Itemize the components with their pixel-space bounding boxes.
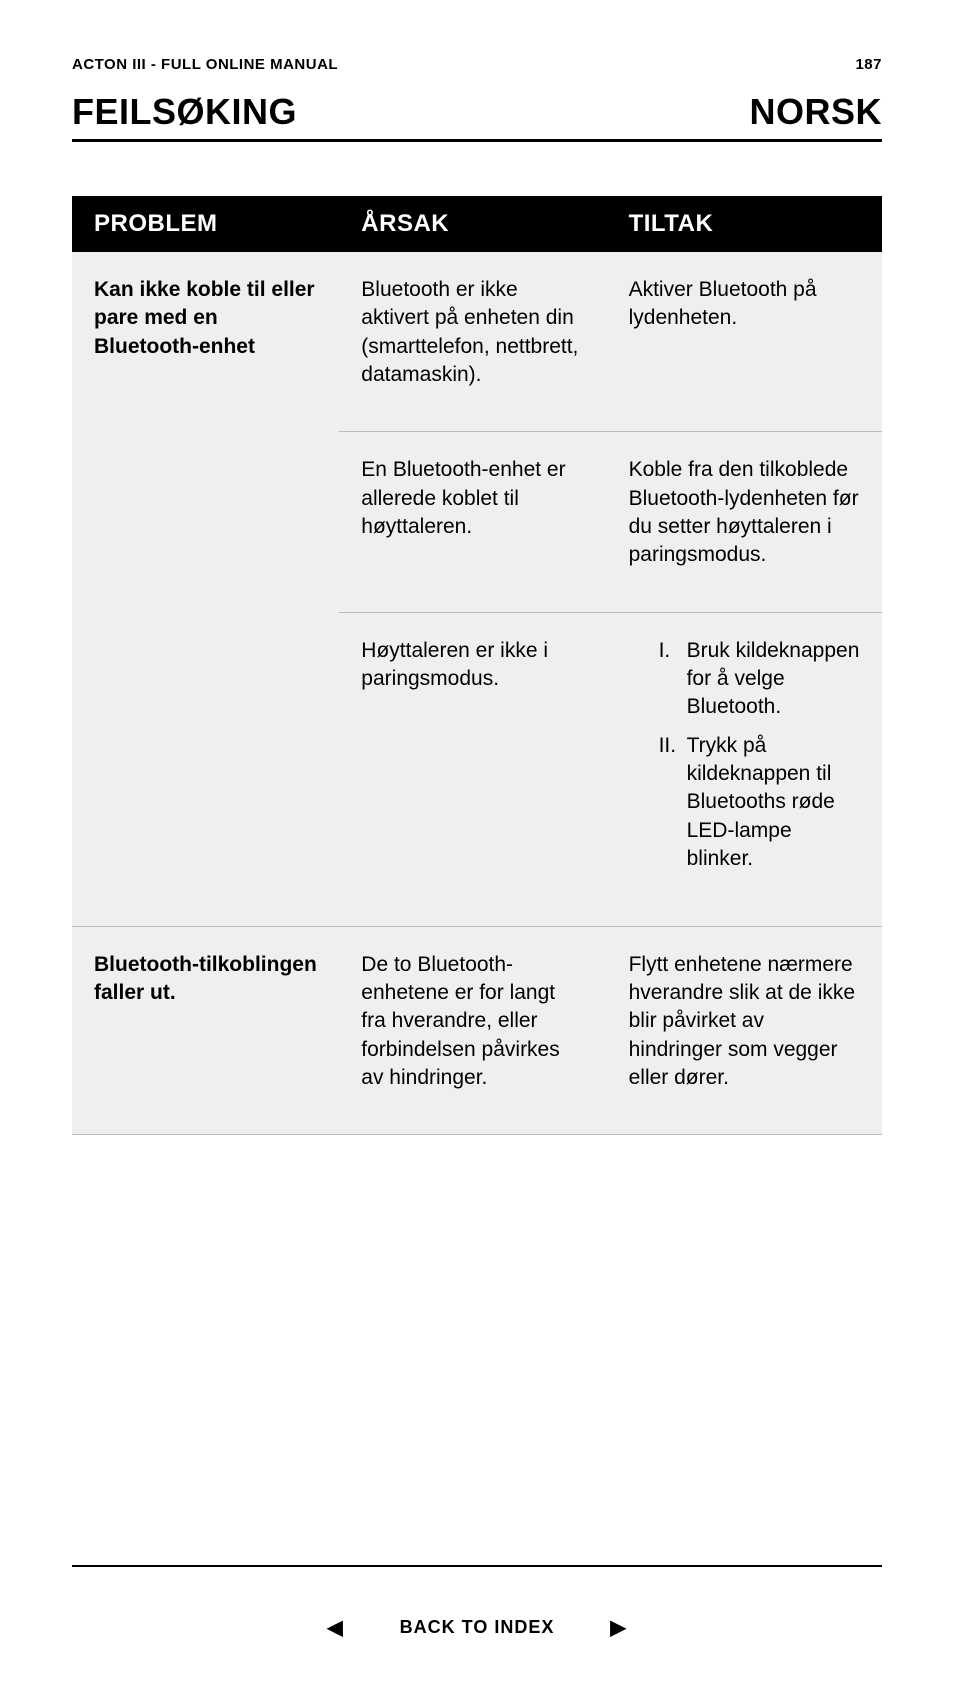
action-cell: Aktiver Bluetooth på lydenheten.: [607, 252, 882, 432]
action-cell: I. Bruk kildeknappen for å velge Bluetoo…: [607, 612, 882, 926]
list-numeral: I.: [659, 637, 687, 722]
list-item-text: Trykk på kildeknappen til Bluetooths rød…: [687, 732, 860, 874]
list-item-text: Bruk kildeknappen for å velge Bluetooth.: [687, 637, 860, 722]
next-page-arrow-icon[interactable]: ▶: [610, 1615, 626, 1640]
col-action: TILTAK: [607, 196, 882, 252]
page-number: 187: [855, 56, 882, 73]
action-cell: Koble fra den tilkoblede Bluetooth-lyden…: [607, 432, 882, 612]
cause-cell: Høyttaleren er ikke i paringsmodus.: [339, 612, 606, 926]
action-cell: Flytt enhetene nærmere hverandre slik at…: [607, 926, 882, 1135]
troubleshooting-table: PROBLEM ÅRSAK TILTAK Kan ikke koble til …: [72, 196, 882, 1135]
section-title: FEILSØKING: [72, 91, 297, 133]
cause-cell: En Bluetooth-enhet er allerede koblet ti…: [339, 432, 606, 612]
list-numeral: II.: [659, 732, 687, 874]
cause-cell: Bluetooth er ikke aktivert på enheten di…: [339, 252, 606, 432]
col-problem: PROBLEM: [72, 196, 339, 252]
col-cause: ÅRSAK: [339, 196, 606, 252]
back-to-index-link[interactable]: BACK TO INDEX: [400, 1617, 555, 1638]
problem-cell: Kan ikke koble til eller pare med en Blu…: [72, 252, 339, 926]
footer-rule: [72, 1565, 882, 1567]
table-row: Kan ikke koble til eller pare med en Blu…: [72, 252, 882, 432]
language-label: NORSK: [749, 91, 882, 133]
manual-title: ACTON III - FULL ONLINE MANUAL: [72, 56, 338, 73]
table-row: Bluetooth-tilkoblingen faller ut. De to …: [72, 926, 882, 1135]
cause-cell: De to Bluetooth-enhetene er for langt fr…: [339, 926, 606, 1135]
problem-cell: Bluetooth-tilkoblingen faller ut.: [72, 926, 339, 1135]
prev-page-arrow-icon[interactable]: ◀: [327, 1615, 343, 1640]
